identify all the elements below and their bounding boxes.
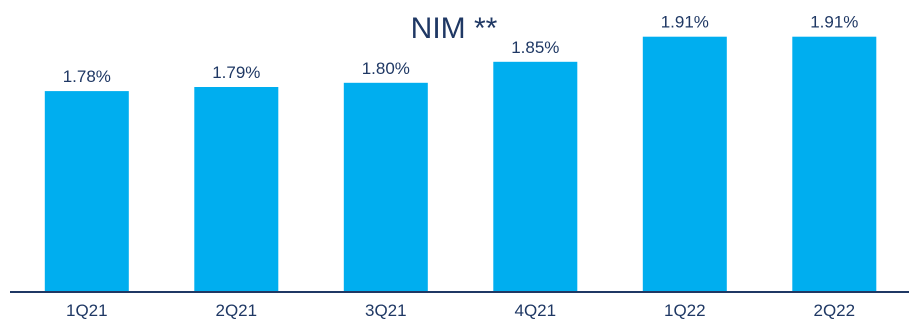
x-tick-label-3q21: 3Q21	[365, 301, 407, 320]
bar-4q21	[493, 61, 578, 292]
data-label-2q21: 1.79%	[212, 63, 260, 82]
x-tick-labels-group: 1Q21 2Q21 3Q21 4Q21 1Q22 2Q22	[66, 301, 855, 320]
data-label-2q22: 1.91%	[810, 13, 858, 32]
x-tick-label-2q22: 2Q22	[814, 301, 856, 320]
x-tick-label-2q21: 2Q21	[216, 301, 258, 320]
data-label-1q21: 1.78%	[63, 67, 111, 86]
data-labels-group: 1.78% 1.79% 1.80% 1.85% 1.91% 1.91%	[63, 13, 859, 86]
bar-2q22	[792, 36, 877, 293]
x-tick-label-1q21: 1Q21	[66, 301, 108, 320]
data-label-3q21: 1.80%	[362, 59, 410, 78]
x-tick-label-4q21: 4Q21	[515, 301, 557, 320]
bar-1q21	[44, 91, 129, 292]
bar-2q21	[194, 87, 279, 292]
bar-1q22	[642, 36, 727, 293]
bars-group	[44, 36, 877, 293]
data-label-1q22: 1.91%	[661, 13, 709, 32]
bar-3q21	[343, 82, 428, 292]
chart-title: NIM **	[411, 12, 498, 45]
data-label-4q21: 1.85%	[511, 38, 559, 57]
x-tick-label-1q22: 1Q22	[664, 301, 706, 320]
